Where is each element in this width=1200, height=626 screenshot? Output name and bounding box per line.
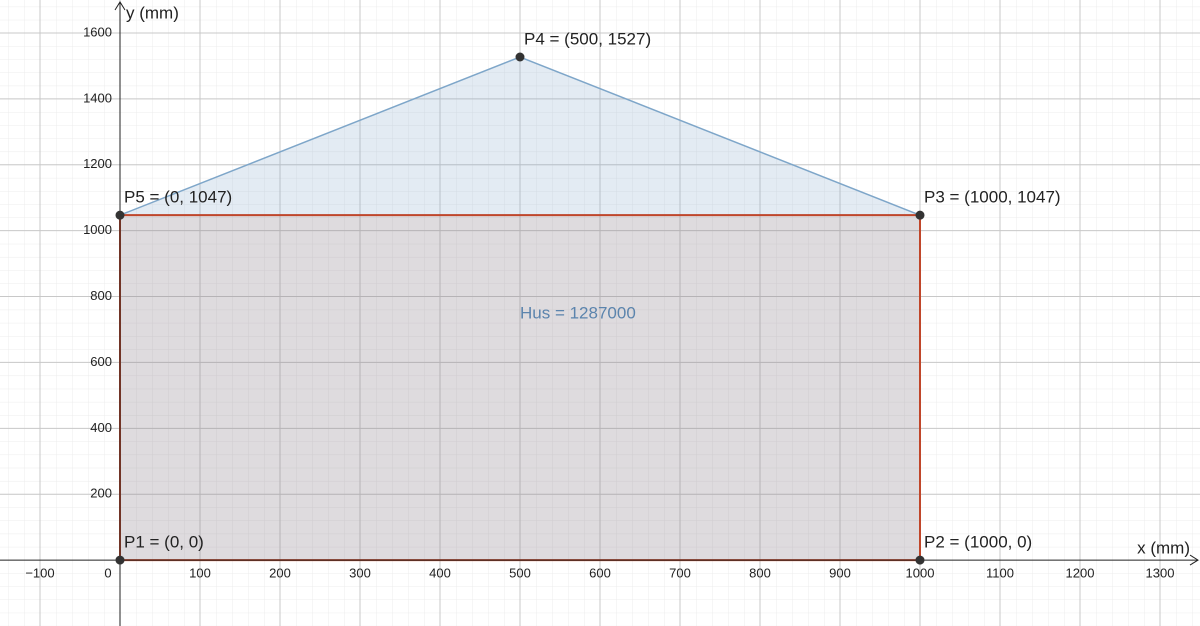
x-tick-label: 1200 [1066,566,1095,581]
x-tick-label: 1100 [986,566,1014,581]
body-polygon [119,214,921,562]
point [115,210,125,220]
x-tick-label: 700 [669,566,691,581]
y-tick-label: 600 [90,354,112,369]
point [915,210,925,220]
point [115,555,125,565]
point-label: P1 = (0, 0) [124,533,204,552]
y-axis-title: y (mm) [126,3,179,22]
point-label: P2 = (1000, 0) [924,533,1032,552]
x-tick-label: 1300 [1146,566,1175,581]
y-tick-label: 1200 [83,156,112,171]
point-label: P4 = (500, 1527) [524,29,651,48]
x-tick-label: 900 [829,566,851,581]
point-label: P5 = (0, 1047) [124,188,232,207]
y-tick-label: 1400 [83,90,112,105]
x-axis-arrow [1189,554,1199,566]
x-axis-title: x (mm) [1137,539,1190,558]
x-tick-label: 100 [189,566,211,581]
point [515,52,525,62]
y-tick-label: 1600 [83,24,112,39]
y-tick-label: 1000 [83,222,112,237]
y-tick-label: 800 [90,288,112,303]
point [915,555,925,565]
x-tick-label: 200 [269,566,291,581]
x-tick-label: 0 [104,566,111,581]
x-tick-label: 600 [589,566,611,581]
point-label: P3 = (1000, 1047) [924,188,1061,207]
x-tick-label: 800 [749,566,771,581]
x-tick-label: 400 [429,566,451,581]
y-tick-label: 200 [90,486,112,501]
area-label: Hus = 1287000 [520,303,636,322]
x-tick-label: 1000 [906,566,935,581]
y-axis-arrow [114,1,126,11]
x-tick-label: 500 [509,566,531,581]
y-tick-label: 400 [90,420,112,435]
x-tick-label: 300 [349,566,371,581]
x-tick-label: −100 [25,566,54,581]
